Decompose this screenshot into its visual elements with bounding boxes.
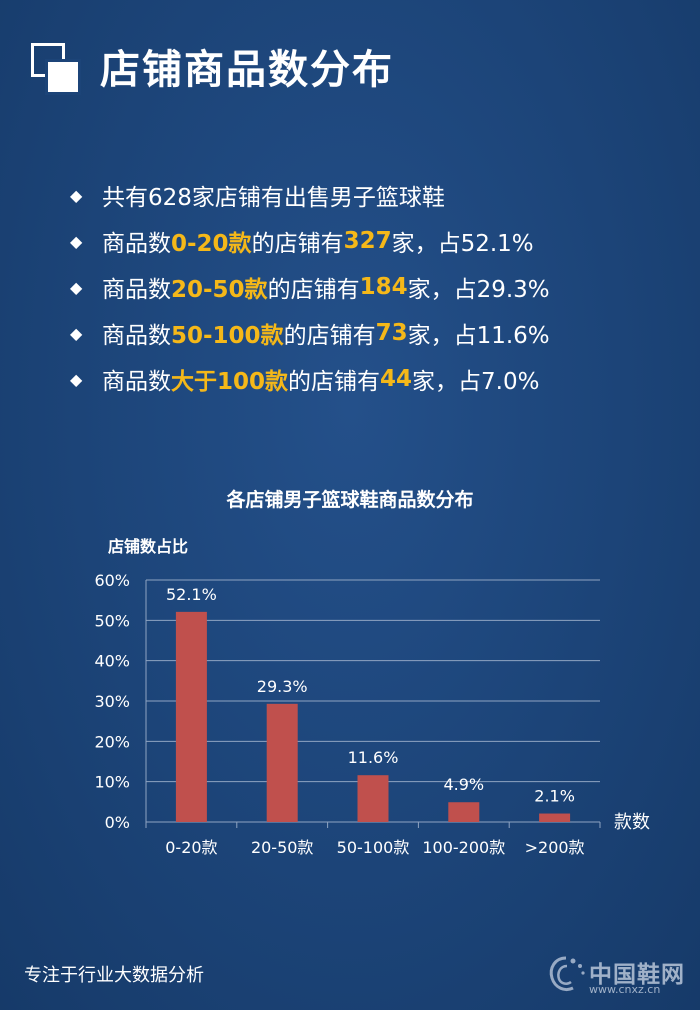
bullet-text: 的店铺有 [251, 231, 344, 257]
bullet-item: ◆ 商品数 大于100款 的店铺有 44 家，占7.0% [70, 356, 550, 402]
highlight-text: 0-20款 [171, 231, 252, 257]
bullet-text: 家，占29.3% [407, 277, 550, 303]
y-tick-label: 60% [94, 571, 130, 590]
highlight-text: 73 [375, 320, 408, 346]
data-label: 11.6% [348, 748, 399, 767]
highlight-text: 184 [359, 274, 408, 300]
bar [539, 813, 571, 822]
overlapping-squares-icon [31, 43, 81, 95]
data-label: 29.3% [257, 677, 308, 696]
bar [357, 775, 389, 822]
x-tick-label: >200款 [525, 838, 585, 857]
highlight-text: 50-100款 [171, 323, 284, 349]
diamond-icon: ◆ [70, 369, 83, 389]
page-title: 店铺商品数分布 [100, 47, 394, 93]
bullet-item: ◆ 商品数 20-50款 的店铺有 184 家，占29.3% [70, 264, 550, 310]
y-tick-label: 10% [94, 773, 130, 792]
highlight-text: 327 [343, 228, 392, 254]
x-tick-label: 50-100款 [337, 838, 410, 857]
bar [266, 703, 298, 822]
bullet-text: 的店铺有 [283, 323, 376, 349]
highlight-text: 20-50款 [171, 277, 268, 303]
bullet-text: 家，占11.6% [407, 323, 550, 349]
y-tick-label: 50% [94, 611, 130, 630]
bullet-item: ◆ 共有628家店铺有出售男子篮球鞋 [70, 172, 550, 218]
highlight-text: 大于100款 [171, 369, 289, 395]
bar [448, 802, 480, 822]
diamond-icon: ◆ [70, 185, 83, 205]
diamond-icon: ◆ [70, 323, 83, 343]
bullet-item: ◆ 商品数 0-20款 的店铺有 327 家，占52.1% [70, 218, 550, 264]
watermark-logo-icon [549, 956, 585, 992]
x-tick-label: 100-200款 [422, 838, 505, 857]
bullet-item: ◆ 商品数 50-100款 的店铺有 73 家，占11.6% [70, 310, 550, 356]
data-label: 2.1% [534, 787, 575, 806]
bullet-text: 的店铺有 [267, 277, 360, 303]
bullet-text: 的店铺有 [288, 369, 381, 395]
bullet-text: 家，占7.0% [412, 369, 540, 395]
bar [175, 611, 207, 822]
bar-chart: 0% 10% 20% 30% 40% 50% 60% 52.1% 0-20款 29.3% 20-50… [94, 537, 650, 857]
summary-list: ◆ 共有628家店铺有出售男子篮球鞋 ◆ 商品数 0-20款 的店铺有 327 家，占52.1… [70, 172, 550, 402]
diamond-icon: ◆ [70, 277, 83, 297]
diamond-icon: ◆ [70, 231, 83, 251]
watermark-url: www.cnxz.cn [589, 983, 661, 996]
y-tick-label: 40% [94, 652, 130, 671]
bullet-text: 家，占52.1% [391, 231, 534, 257]
y-axis-label: 店铺数占比 [108, 537, 188, 556]
y-tick-label: 30% [94, 692, 130, 711]
bullet-text: 商品数 [102, 231, 171, 257]
bullet-text: 共有628家店铺有出售男子篮球鞋 [102, 185, 445, 211]
data-label: 4.9% [443, 775, 484, 794]
bullet-text: 商品数 [102, 323, 171, 349]
bullet-text: 商品数 [102, 369, 171, 395]
x-tick-label: 20-50款 [251, 838, 314, 857]
x-tick-label: 0-20款 [165, 838, 217, 857]
y-tick-label: 20% [94, 732, 130, 751]
chart-title: 各店铺男子篮球鞋商品数分布 [226, 489, 474, 511]
highlight-text: 44 [380, 366, 413, 392]
y-tick-label: 0% [105, 813, 130, 832]
footer-text: 专注于行业大数据分析 [24, 965, 204, 986]
bullet-text: 商品数 [102, 277, 171, 303]
data-label: 52.1% [166, 585, 217, 604]
watermark-text: 中国鞋网 [589, 962, 685, 988]
watermark: 中国鞋网 www.cnxz.cn [543, 950, 693, 1000]
x-axis-label: 款数 [614, 812, 650, 833]
